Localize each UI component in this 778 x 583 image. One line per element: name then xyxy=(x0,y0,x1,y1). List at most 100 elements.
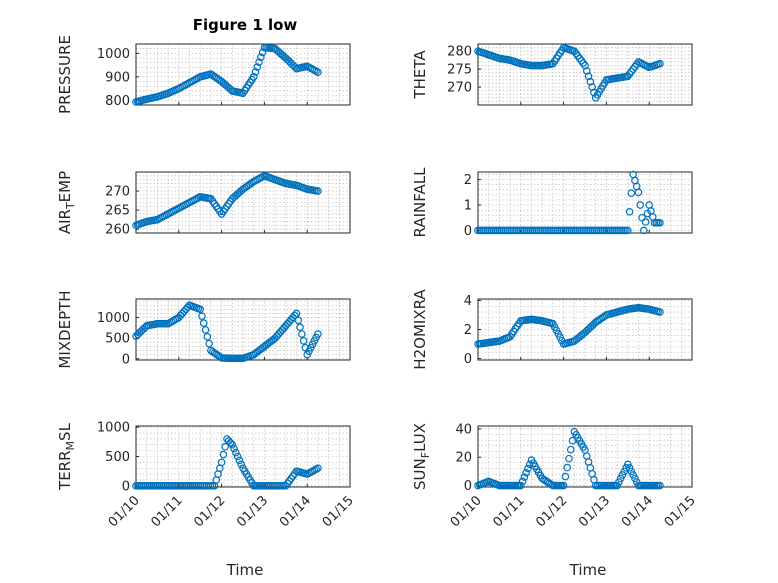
data-point xyxy=(228,440,237,449)
y-axis-label: AIRTEMP xyxy=(56,171,77,234)
y-tick-label: 265 xyxy=(105,204,130,219)
y-tick-label: 275 xyxy=(447,63,472,78)
y-tick-label: 270 xyxy=(447,81,472,96)
data-point xyxy=(625,208,634,216)
data-point xyxy=(314,464,322,473)
data-point xyxy=(294,316,303,325)
data-point xyxy=(299,337,308,345)
data-point xyxy=(258,48,267,57)
y-tick-label: 2 xyxy=(464,323,472,338)
data-point xyxy=(255,58,263,66)
y-tick-label: 40 xyxy=(455,422,472,437)
data-point xyxy=(233,452,242,461)
data-point xyxy=(298,330,306,338)
y-axis-label: RAINFALL xyxy=(411,167,429,238)
y-axis-label: TERRMSL xyxy=(56,422,77,491)
data-point xyxy=(634,188,643,197)
data-point xyxy=(230,444,238,453)
data-point xyxy=(314,68,322,76)
data-point xyxy=(623,226,632,235)
y-tick-label: 1000 xyxy=(97,421,130,436)
data-point xyxy=(251,68,260,76)
data-point xyxy=(629,471,637,479)
y-tick-label: 0 xyxy=(122,479,130,494)
data-markers xyxy=(132,172,322,230)
data-markers xyxy=(474,427,664,490)
data-markers xyxy=(132,301,322,363)
data-point xyxy=(198,312,206,320)
data-point xyxy=(641,218,650,226)
data-point xyxy=(253,63,262,71)
y-tick-label: 0 xyxy=(464,479,472,494)
data-point xyxy=(656,219,664,227)
y-tick-label: 500 xyxy=(105,332,130,347)
subplot-pressure: 800 900 1000 PRESSURE xyxy=(56,35,351,114)
y-axis-label: SUNFLUX xyxy=(411,423,432,490)
y-tick-label: 4 xyxy=(464,294,472,309)
data-point xyxy=(656,59,664,68)
y-axis-label: PRESSURE xyxy=(56,35,74,114)
data-markers xyxy=(474,43,664,102)
data-point xyxy=(566,445,575,454)
y-axis-label: H2OMIXRA xyxy=(411,289,429,370)
data-point xyxy=(217,458,226,467)
y-tick-label: 0 xyxy=(122,352,130,367)
data-point xyxy=(221,442,229,451)
data-point xyxy=(203,332,212,341)
data-point xyxy=(290,311,299,320)
data-point xyxy=(524,464,532,473)
data-point xyxy=(232,448,240,457)
data-point xyxy=(290,63,299,71)
subplot-air: 260 265 270 AIRTEMP xyxy=(56,171,351,238)
data-point xyxy=(219,450,228,459)
y-tick-label: 800 xyxy=(105,94,130,109)
data-point xyxy=(522,469,530,477)
y-tick-label: 20 xyxy=(455,451,472,466)
y-tick-label: 270 xyxy=(105,185,130,200)
data-point xyxy=(620,467,629,476)
data-point xyxy=(518,477,527,486)
data-point xyxy=(199,319,208,327)
data-point xyxy=(516,481,525,490)
subplot-rainfall: 0 1 2 RAINFALL xyxy=(411,167,693,239)
data-point xyxy=(640,226,648,235)
data-point xyxy=(201,326,210,334)
data-point xyxy=(616,474,625,483)
data-point xyxy=(237,460,246,469)
data-markers xyxy=(132,43,322,106)
data-markers xyxy=(132,435,322,490)
y-tick-label: 500 xyxy=(105,450,130,465)
data-point xyxy=(314,330,322,338)
data-point xyxy=(618,471,627,479)
data-point xyxy=(563,463,571,472)
y-tick-label: 280 xyxy=(447,45,472,60)
axes-box xyxy=(477,425,693,488)
data-point xyxy=(314,187,322,195)
y-tick-label: 1000 xyxy=(97,47,130,62)
data-point xyxy=(559,481,568,490)
data-markers xyxy=(474,170,664,235)
data-point xyxy=(235,456,244,465)
data-point xyxy=(292,309,301,318)
data-point xyxy=(183,303,192,312)
subplot-h2omixra: 0 2 4 H2OMIXRA xyxy=(411,289,693,370)
data-point xyxy=(656,481,664,490)
x-axis-label-right: Time xyxy=(569,561,607,579)
axes-box xyxy=(135,43,351,106)
data-point xyxy=(627,189,636,197)
data-point xyxy=(216,352,224,361)
data-point xyxy=(547,480,555,489)
y-tick-label: 1000 xyxy=(97,311,130,326)
y-tick-label: 900 xyxy=(105,70,130,85)
data-point xyxy=(625,464,634,472)
data-point xyxy=(205,339,213,348)
data-point xyxy=(627,467,636,476)
data-point xyxy=(196,305,205,314)
data-point xyxy=(622,464,630,472)
y-tick-label: 2 xyxy=(464,173,472,188)
data-point xyxy=(561,472,570,481)
data-point xyxy=(636,201,645,209)
data-point xyxy=(615,478,623,486)
